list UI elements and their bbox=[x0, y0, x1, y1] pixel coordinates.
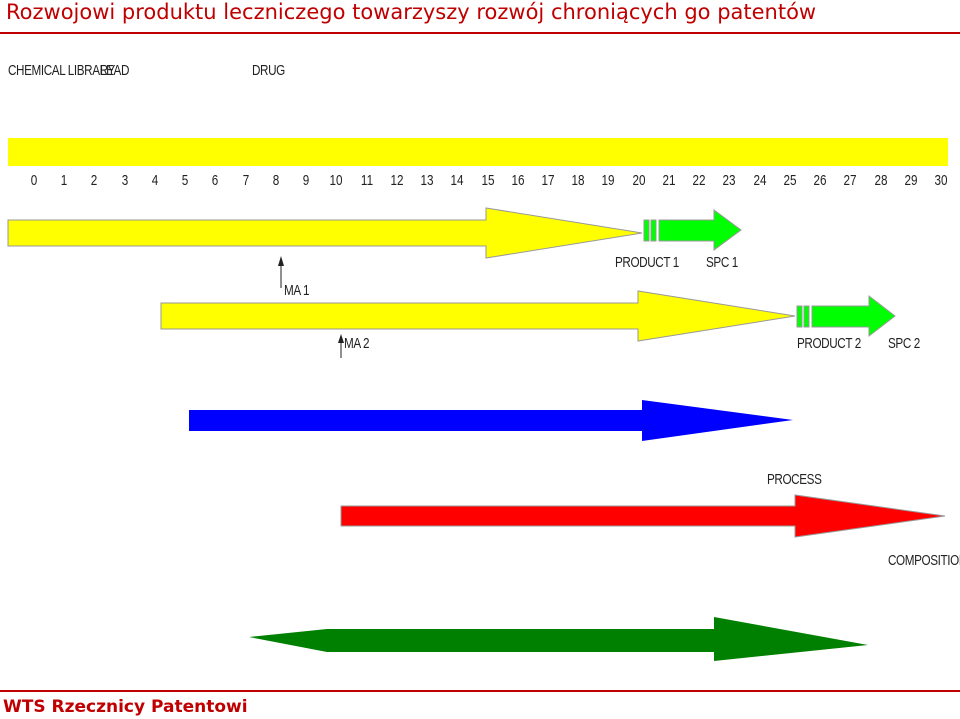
timeline-tick: 2 bbox=[91, 172, 98, 189]
spc1-arrow bbox=[658, 209, 742, 251]
spc2-bar-b bbox=[803, 305, 810, 328]
composition-label: COMPOSITION bbox=[888, 552, 960, 569]
product1-patent-arrow bbox=[7, 207, 643, 259]
timeline-tick: 28 bbox=[874, 172, 888, 189]
composition-patent-arrow bbox=[249, 617, 868, 661]
timeline-tick: 7 bbox=[242, 172, 249, 189]
footer-divider bbox=[0, 690, 960, 692]
process-patent-arrow bbox=[340, 494, 946, 538]
stage-lead: LEAD bbox=[100, 62, 130, 79]
timeline-tick: 29 bbox=[904, 172, 918, 189]
title-divider bbox=[0, 32, 960, 34]
timeline-tick: 21 bbox=[662, 172, 676, 189]
stage-drug: DRUG bbox=[252, 62, 285, 79]
timeline-tick: 12 bbox=[390, 172, 404, 189]
spc1-bar-b bbox=[650, 219, 657, 242]
stage-chemical-library: CHEMICAL LIBRARY bbox=[8, 62, 115, 79]
timeline-tick: 4 bbox=[151, 172, 159, 189]
spc2-label: SPC 2 bbox=[888, 335, 920, 352]
timeline-tick: 8 bbox=[272, 172, 280, 189]
product2-label: PRODUCT 2 bbox=[797, 335, 861, 352]
timeline-tick: 10 bbox=[329, 172, 343, 189]
timeline-tick: 26 bbox=[813, 172, 827, 189]
timeline-tick: 5 bbox=[181, 172, 189, 189]
spc2-bar-a bbox=[796, 305, 803, 328]
timeline-tick: 9 bbox=[302, 172, 310, 189]
timeline-tick: 14 bbox=[450, 172, 464, 189]
timeline-bar bbox=[8, 138, 948, 166]
timeline-tick: 17 bbox=[541, 172, 555, 189]
process-label: PROCESS bbox=[767, 471, 822, 488]
timeline-tick: 24 bbox=[753, 172, 767, 189]
spc1-bar-a bbox=[643, 219, 650, 242]
ma2-label: MA 2 bbox=[344, 335, 370, 352]
spc1-label: SPC 1 bbox=[706, 254, 738, 271]
timeline-tick: 15 bbox=[480, 172, 495, 189]
footer-company: WTS Rzecznicy Patentowi bbox=[3, 697, 248, 717]
ma2-marker-arrowhead bbox=[338, 334, 344, 343]
timeline-tick: 23 bbox=[722, 172, 736, 189]
page-title: Rozwojowi produktu leczniczego towarzysz… bbox=[6, 0, 817, 24]
product2-patent-arrow bbox=[160, 290, 796, 342]
ma1-label: MA 1 bbox=[284, 282, 310, 299]
timeline-tick: 20 bbox=[632, 172, 646, 189]
timeline-tick: 25 bbox=[783, 172, 797, 189]
blue-patent-arrow bbox=[189, 400, 793, 441]
timeline-tick: 30 bbox=[934, 172, 948, 189]
timeline-tick: 1 bbox=[60, 172, 68, 189]
timeline-tick: 0 bbox=[30, 172, 38, 189]
timeline-tick: 19 bbox=[601, 172, 615, 189]
product1-label: PRODUCT 1 bbox=[615, 254, 679, 271]
timeline-tick: 27 bbox=[843, 172, 857, 189]
timeline-tick: 16 bbox=[511, 172, 525, 189]
ma1-marker-arrowhead bbox=[278, 256, 284, 266]
timeline-tick: 18 bbox=[571, 172, 585, 189]
spc2-arrow bbox=[811, 294, 896, 338]
timeline-tick: 3 bbox=[121, 172, 128, 189]
timeline-tick: 11 bbox=[360, 172, 373, 189]
timeline-tick: 13 bbox=[420, 172, 434, 189]
timeline-tick: 6 bbox=[212, 172, 219, 189]
timeline-tick: 22 bbox=[692, 172, 706, 189]
